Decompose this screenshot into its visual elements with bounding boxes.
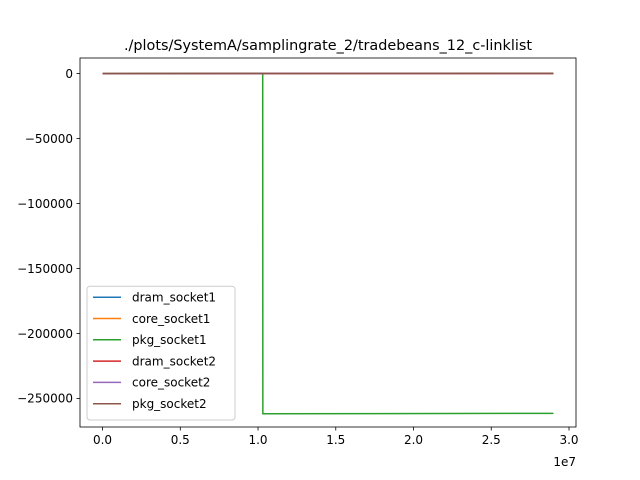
y-tick-label: −200000 — [17, 327, 73, 341]
x-tick-label: 3.0 — [559, 433, 578, 447]
legend-label: core_socket1 — [132, 312, 210, 326]
y-tick-label: −150000 — [17, 262, 73, 276]
chart-title: ./plots/SystemA/samplingrate_2/tradebean… — [124, 38, 532, 54]
x-tick-label: 2.0 — [404, 433, 423, 447]
x-tick-label: 0.0 — [93, 433, 112, 447]
legend-label: dram_socket2 — [132, 354, 216, 368]
y-tick-label: 0 — [65, 67, 73, 81]
legend-label: core_socket2 — [132, 376, 210, 390]
x-tick-label: 1.0 — [248, 433, 267, 447]
plot-lines — [102, 72, 554, 415]
y-tick-label: −100000 — [17, 197, 73, 211]
legend-label: pkg_socket1 — [132, 333, 207, 347]
x-tick-label: 0.5 — [171, 433, 190, 447]
legend: dram_socket1 core_socket1 pkg_socket1 dram_… — [86, 285, 236, 421]
x-offset-label: 1e7 — [553, 455, 576, 469]
y-tick-label: −50000 — [25, 132, 73, 146]
plot-frame — [79, 57, 577, 428]
x-tick-label: 1.5 — [326, 433, 345, 447]
legend-label: dram_socket1 — [132, 291, 216, 305]
legend-label: pkg_socket2 — [132, 397, 207, 411]
y-tick-label: −250000 — [17, 392, 73, 406]
x-tick-label: 2.5 — [482, 433, 501, 447]
x-axis: 0.0 0.5 1.0 1.5 2.0 2.5 3.0 — [93, 427, 579, 447]
y-axis: 0 −50000 −100000 −150000 −200000 −250000 — [17, 67, 80, 406]
legend-box — [86, 285, 236, 421]
